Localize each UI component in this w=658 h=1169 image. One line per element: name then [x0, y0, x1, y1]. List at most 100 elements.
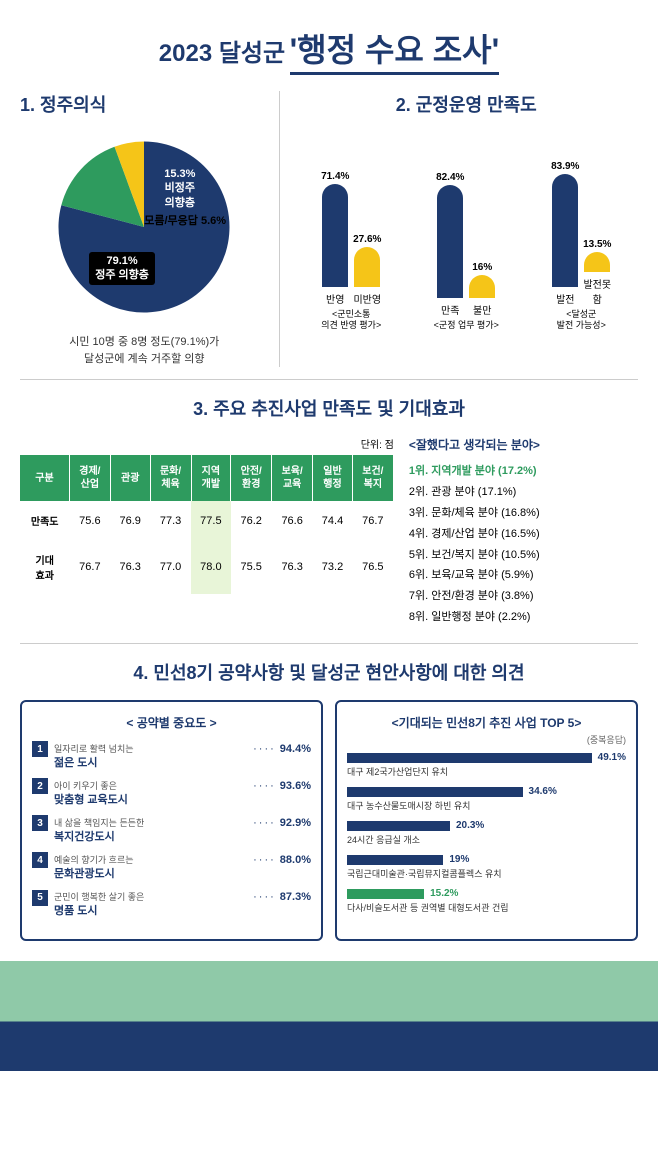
bar-group-label: <달성군 발전 가능성>	[557, 309, 606, 332]
top5-pct: 49.1%	[598, 752, 626, 763]
bar	[469, 275, 495, 298]
pledge-pct: 88.0%	[280, 854, 311, 866]
bar-label: 발전	[556, 291, 574, 306]
top5-pct: 19%	[449, 854, 469, 865]
section-3: 3. 주요 추진사업 만족도 및 기대효과 단위: 점 구분경제/ 산업관광문화…	[20, 395, 638, 644]
table-row-head: 만족도	[20, 501, 69, 540]
table-cell: 75.5	[231, 540, 272, 594]
top5-item: 20.3% 24시간 응급실 개소	[347, 820, 626, 846]
pie-label: 15.3% 비정주 의향층	[164, 167, 195, 210]
top5-bar	[347, 753, 592, 763]
pledge-pct: 92.9%	[280, 817, 311, 829]
rank-item: 6위. 보육/교육 분야 (5.9%)	[409, 565, 638, 586]
bar-column: 71.4%반영	[320, 161, 350, 306]
sec3-ranks: <잘했다고 생각되는 분야> 1위. 지역개발 분야 (17.2%)2위. 관광…	[409, 436, 638, 628]
top5-label: 다사/비슬도서관 등 권역별 대형도서관 건립	[347, 901, 626, 914]
bar-label: 미반영	[353, 291, 381, 306]
table-cell: 75.6	[69, 501, 110, 540]
infographic-container: 2023 달성군 '행정 수요 조사' 1. 정주의식 79.1% 정주 의향층…	[0, 0, 658, 941]
header: 2023 달성군 '행정 수요 조사'	[20, 25, 638, 71]
section-2: 2. 군정운영 만족도 71.4%반영27.6%미반영<군민소통 의견 반영 평…	[280, 91, 638, 367]
bar-group: 83.9%발전13.5% 발전못함 <달성군 발전 가능성>	[550, 161, 612, 332]
pledge-num: 4	[32, 852, 48, 868]
top5-pct: 15.2%	[430, 888, 458, 899]
pie-chart: 79.1% 정주 의향층15.3% 비정주 의향층모름/무응답 5.6%	[49, 132, 239, 322]
top5-bar	[347, 821, 450, 831]
pledge-pct: 87.3%	[280, 891, 311, 903]
top5-label: 국립근대미술관·국립뮤지컬콤플렉스 유치	[347, 867, 626, 880]
bar-value: 16%	[472, 262, 492, 273]
table-row: 만족도75.676.977.377.576.276.674.476.7	[20, 501, 393, 540]
bar-column: 82.4%만족	[435, 172, 465, 317]
table-header: 문화/ 체육	[150, 455, 191, 501]
top5-bar	[347, 787, 523, 797]
header-title: '행정 수요 조사'	[290, 32, 500, 75]
rank-item: 1위. 지역개발 분야 (17.2%)	[409, 461, 638, 482]
top5-box: <기대되는 민선8기 추진 사업 TOP 5> (중복응답) 49.1%대구 제…	[335, 700, 638, 940]
bar	[584, 252, 610, 272]
bar-label: 불만	[473, 302, 491, 317]
bar-column: 16% 불만	[467, 172, 497, 317]
pledge-item: 5 군민이 행복한 살기 좋은명품 도시 ···· 87.3%	[32, 890, 311, 919]
pledge-text: 아이 키우기 좋은맞춤형 교육도시	[54, 779, 249, 808]
pledge-dots: ····	[253, 817, 276, 829]
rank-item: 4위. 경제/산업 분야 (16.5%)	[409, 524, 638, 545]
table-cell: 76.2	[231, 501, 272, 540]
table-cell: 78.0	[191, 540, 231, 594]
bar-column: 83.9%발전	[550, 161, 580, 306]
pie-label: 모름/무응답 5.6%	[144, 214, 226, 228]
bar-chart: 71.4%반영27.6%미반영<군민소통 의견 반영 평가>82.4%만족16%…	[295, 132, 638, 332]
top5-item: 49.1% 대구 제2국가산업단지 유치	[347, 752, 626, 778]
top5-sub: (중복응답)	[347, 733, 626, 746]
table-header: 관광	[110, 455, 150, 501]
pledge-dots: ····	[253, 891, 276, 903]
bar-column: 13.5% 발전못함	[582, 161, 612, 306]
city-illustration	[0, 961, 658, 1071]
pie-desc: 시민 10명 중 8명 정도(79.1%)가 달성군에 계속 거주할 의향	[20, 334, 269, 367]
section-4: 4. 민선8기 공약사항 및 달성군 현안사항에 대한 의견 < 공약별 중요도…	[20, 659, 638, 940]
bar	[552, 174, 578, 287]
table-cell: 76.9	[110, 501, 150, 540]
bar-value: 27.6%	[353, 234, 381, 245]
bar	[322, 184, 348, 287]
pledge-num: 2	[32, 778, 48, 794]
pledge-text: 내 삶을 책임지는 든든한복지건강도시	[54, 816, 249, 845]
pledge-text: 일자리로 활력 넘치는젊은 도시	[54, 742, 249, 771]
top5-item: 15.2% 다사/비슬도서관 등 권역별 대형도서관 건립	[347, 888, 626, 914]
top5-pct: 20.3%	[456, 820, 484, 831]
top5-pct: 34.6%	[529, 786, 557, 797]
top5-bar	[347, 855, 443, 865]
bar-value: 13.5%	[583, 239, 611, 250]
top5-label: 대구 농수산물도매시장 하빈 유치	[347, 799, 626, 812]
table-cell: 74.4	[313, 501, 353, 540]
bar-value: 71.4%	[321, 171, 349, 182]
pie-desc-l2: 달성군에 계속 거주할 의향	[84, 353, 205, 365]
pledge-dots: ····	[253, 743, 276, 755]
table-cell: 76.7	[69, 540, 110, 594]
unit-label: 단위: 점	[20, 436, 394, 451]
table-cell: 76.3	[110, 540, 150, 594]
pledge-pct: 94.4%	[280, 743, 311, 755]
rank-item: 2위. 관광 분야 (17.1%)	[409, 482, 638, 503]
bar	[354, 247, 380, 287]
sec1-title: 1. 정주의식	[20, 91, 269, 117]
table-cell: 76.6	[272, 501, 313, 540]
top5-item: 34.6% 대구 농수산물도매시장 하빈 유치	[347, 786, 626, 812]
bar-label: 발전못함	[582, 276, 612, 306]
table-header: 안전/ 환경	[231, 455, 272, 501]
pledge-item: 2아이 키우기 좋은맞춤형 교육도시····93.6%	[32, 778, 311, 807]
top5-label: 24시간 응급실 개소	[347, 833, 626, 846]
table-cell: 77.0	[150, 540, 191, 594]
table-header: 구분	[20, 455, 69, 501]
pledge-title: < 공약별 중요도 >	[32, 714, 311, 731]
pledge-num: 5	[32, 890, 48, 906]
pledge-text: 예술의 향기가 흐르는문화관광도시	[54, 853, 249, 882]
top5-bar	[347, 889, 424, 899]
table-header: 보육/ 교육	[272, 455, 313, 501]
top5-label: 대구 제2국가산업단지 유치	[347, 765, 626, 778]
bar-column: 27.6% 미반영	[352, 161, 382, 306]
satisfaction-table: 구분경제/ 산업관광문화/ 체육지역 개발안전/ 환경보육/ 교육일반 행정보건…	[20, 455, 394, 594]
pledge-text: 군민이 행복한 살기 좋은명품 도시	[54, 890, 249, 919]
pledge-pct: 93.6%	[280, 780, 311, 792]
bar-group-label: <군민소통 의견 반영 평가>	[321, 309, 381, 332]
